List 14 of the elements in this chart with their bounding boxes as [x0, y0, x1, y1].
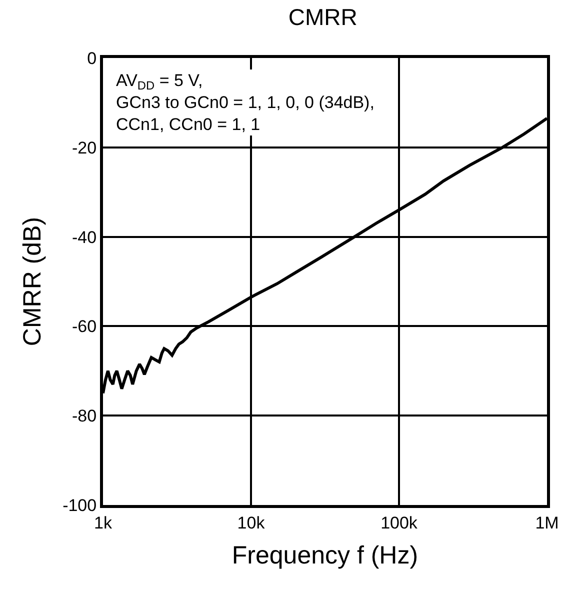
y-axis-title: CMRR (dB) [18, 216, 46, 346]
y-tick-label: -40 [72, 228, 97, 247]
y-tick-label: -80 [72, 406, 97, 426]
annotation: AV$_{DD}$ = 5 V, GCn3 to GCn0 = 1, 1, 0, 0 (34dB), CCn1, CCn0 = 1, 1 [116, 71, 374, 134]
y-tick-label: -60 [72, 317, 97, 336]
y-tick-label: -20 [72, 138, 97, 158]
y-tick-label: -100 [62, 496, 97, 515]
x-tick-label: 1k [94, 513, 112, 532]
x-tick-label: 1M [535, 513, 559, 532]
x-axis-title: Frequency f (Hz) [232, 541, 418, 570]
chart-title: CMRR [288, 4, 358, 30]
y-tick-label: 0 [87, 48, 97, 68]
x-tick-label: 10k [237, 513, 266, 532]
x-tick-label: 100k [380, 513, 418, 532]
